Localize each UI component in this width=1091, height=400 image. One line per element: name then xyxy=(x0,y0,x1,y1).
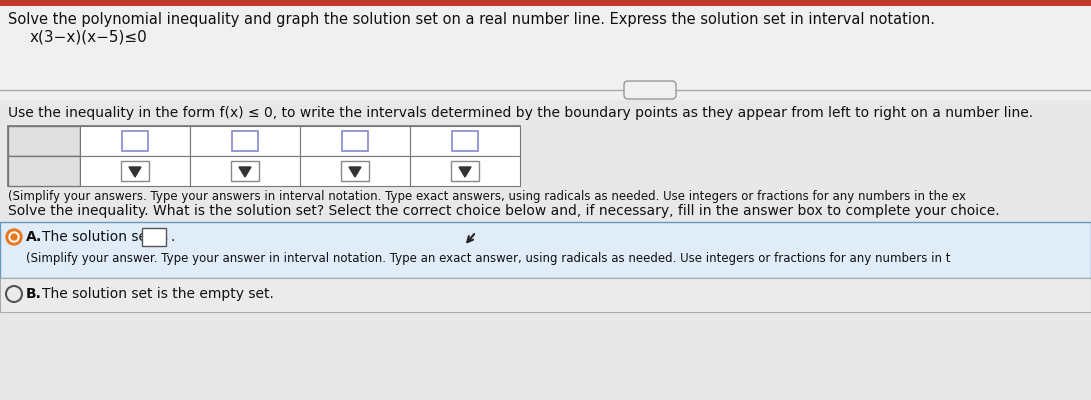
Text: x(3−x)(x−5)≤0: x(3−x)(x−5)≤0 xyxy=(29,30,147,45)
Text: (Simplify your answers. Type your answers in interval notation. Type exact answe: (Simplify your answers. Type your answer… xyxy=(8,190,966,203)
Bar xyxy=(0,278,1091,312)
Bar xyxy=(300,126,410,156)
Bar xyxy=(8,126,80,156)
Circle shape xyxy=(11,234,17,240)
Text: Use the inequality in the form f(x) ≤ 0, to write the intervals determined by th: Use the inequality in the form f(x) ≤ 0,… xyxy=(8,106,1033,120)
Bar xyxy=(80,126,190,156)
Text: .: . xyxy=(170,230,175,244)
Bar xyxy=(190,126,300,156)
Circle shape xyxy=(9,232,19,242)
Bar xyxy=(0,6,1091,106)
Polygon shape xyxy=(459,167,471,177)
Text: Sign: Sign xyxy=(27,164,61,178)
Bar xyxy=(142,228,166,246)
Bar xyxy=(451,161,479,181)
Bar xyxy=(341,131,368,151)
Bar xyxy=(410,126,520,156)
Text: Solve the polynomial inequality and graph the solution set on a real number line: Solve the polynomial inequality and grap… xyxy=(8,12,935,27)
Bar xyxy=(231,161,259,181)
Circle shape xyxy=(5,229,22,245)
Bar xyxy=(190,156,300,186)
Polygon shape xyxy=(349,167,361,177)
Bar xyxy=(121,161,149,181)
Text: (Simplify your answer. Type your answer in interval notation. Type an exact answ: (Simplify your answer. Type your answer … xyxy=(26,252,950,265)
Polygon shape xyxy=(129,167,141,177)
Bar xyxy=(410,156,520,186)
Text: B.: B. xyxy=(26,287,41,301)
Text: The solution set is: The solution set is xyxy=(41,230,168,244)
Text: A.: A. xyxy=(26,230,43,244)
Text: Solve the inequality. What is the solution set? Select the correct choice below : Solve the inequality. What is the soluti… xyxy=(8,204,999,218)
Bar xyxy=(232,131,257,151)
Bar xyxy=(80,156,190,186)
Text: Interval: Interval xyxy=(13,134,74,148)
Bar xyxy=(8,126,520,186)
Text: The solution set is the empty set.: The solution set is the empty set. xyxy=(41,287,274,301)
Bar xyxy=(122,131,148,151)
Bar xyxy=(0,222,1091,278)
Polygon shape xyxy=(239,167,251,177)
Bar xyxy=(341,161,369,181)
Bar xyxy=(0,100,1091,400)
FancyBboxPatch shape xyxy=(624,81,676,99)
Text: ...: ... xyxy=(644,84,656,96)
Bar xyxy=(300,156,410,186)
Bar xyxy=(0,0,1091,6)
Bar xyxy=(8,156,80,186)
Bar xyxy=(452,131,478,151)
